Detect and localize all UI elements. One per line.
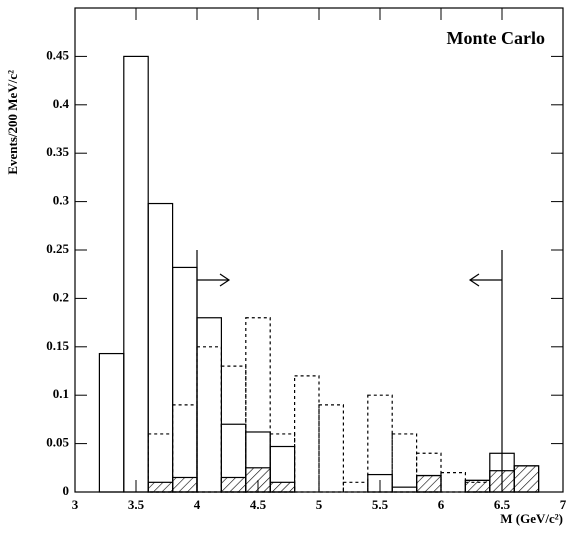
histogram-bar <box>123 55 149 493</box>
histogram-bar <box>147 433 174 493</box>
y-tick-label: 0.35 <box>46 144 69 159</box>
y-axis-label: Events/200 MeV/c² <box>5 70 20 175</box>
histogram-bar <box>269 481 296 493</box>
histogram-bar <box>464 479 491 493</box>
y-tick-label: 0.4 <box>53 96 70 111</box>
histogram-bar <box>294 375 320 493</box>
annotation: Monte Carlo <box>447 28 545 48</box>
cut-arrowhead <box>468 273 480 287</box>
x-axis-label: M (GeV/c²) <box>500 511 563 526</box>
histogram-bar <box>318 404 344 493</box>
histogram-bar <box>172 476 198 493</box>
y-tick-label: 0.3 <box>53 193 70 208</box>
histogram-bar <box>172 266 198 493</box>
y-tick-label: 0.25 <box>46 241 69 256</box>
histogram-bar <box>220 365 247 493</box>
histogram-bar <box>269 433 296 493</box>
x-tick-label: 6 <box>438 497 445 512</box>
histogram-bar <box>391 433 418 493</box>
histogram-bar <box>196 317 222 493</box>
histogram-bar <box>245 317 271 493</box>
histogram-bar <box>147 202 174 493</box>
x-tick-label: 5.5 <box>372 497 389 512</box>
x-tick-label: 6.5 <box>494 497 511 512</box>
histogram-bar <box>342 481 369 493</box>
x-tick-label: 4 <box>194 497 201 512</box>
x-tick-label: 7 <box>560 497 567 512</box>
histogram-bar <box>98 352 125 493</box>
y-tick-label: 0.15 <box>46 338 69 353</box>
y-tick-label: 0 <box>63 483 70 498</box>
x-tick-label: 5 <box>316 497 323 512</box>
histogram-bar <box>367 394 393 493</box>
histogram-bar <box>440 472 466 493</box>
y-tick-label: 0.1 <box>53 386 69 401</box>
x-tick-label: 3 <box>72 497 79 512</box>
histogram-bar <box>416 474 442 493</box>
histogram-bar <box>220 476 247 493</box>
histogram-bar <box>196 346 222 493</box>
y-tick-label: 0.2 <box>53 289 69 304</box>
cut-arrowhead <box>219 273 231 287</box>
x-tick-label: 4.5 <box>250 497 267 512</box>
y-tick-label: 0.45 <box>46 47 69 62</box>
histogram-bar <box>513 465 540 493</box>
histogram-bar <box>147 481 174 493</box>
x-tick-label: 3.5 <box>128 497 145 512</box>
y-tick-label: 0.05 <box>46 435 69 450</box>
histogram-bar <box>245 467 271 493</box>
histogram-bar <box>391 486 418 493</box>
